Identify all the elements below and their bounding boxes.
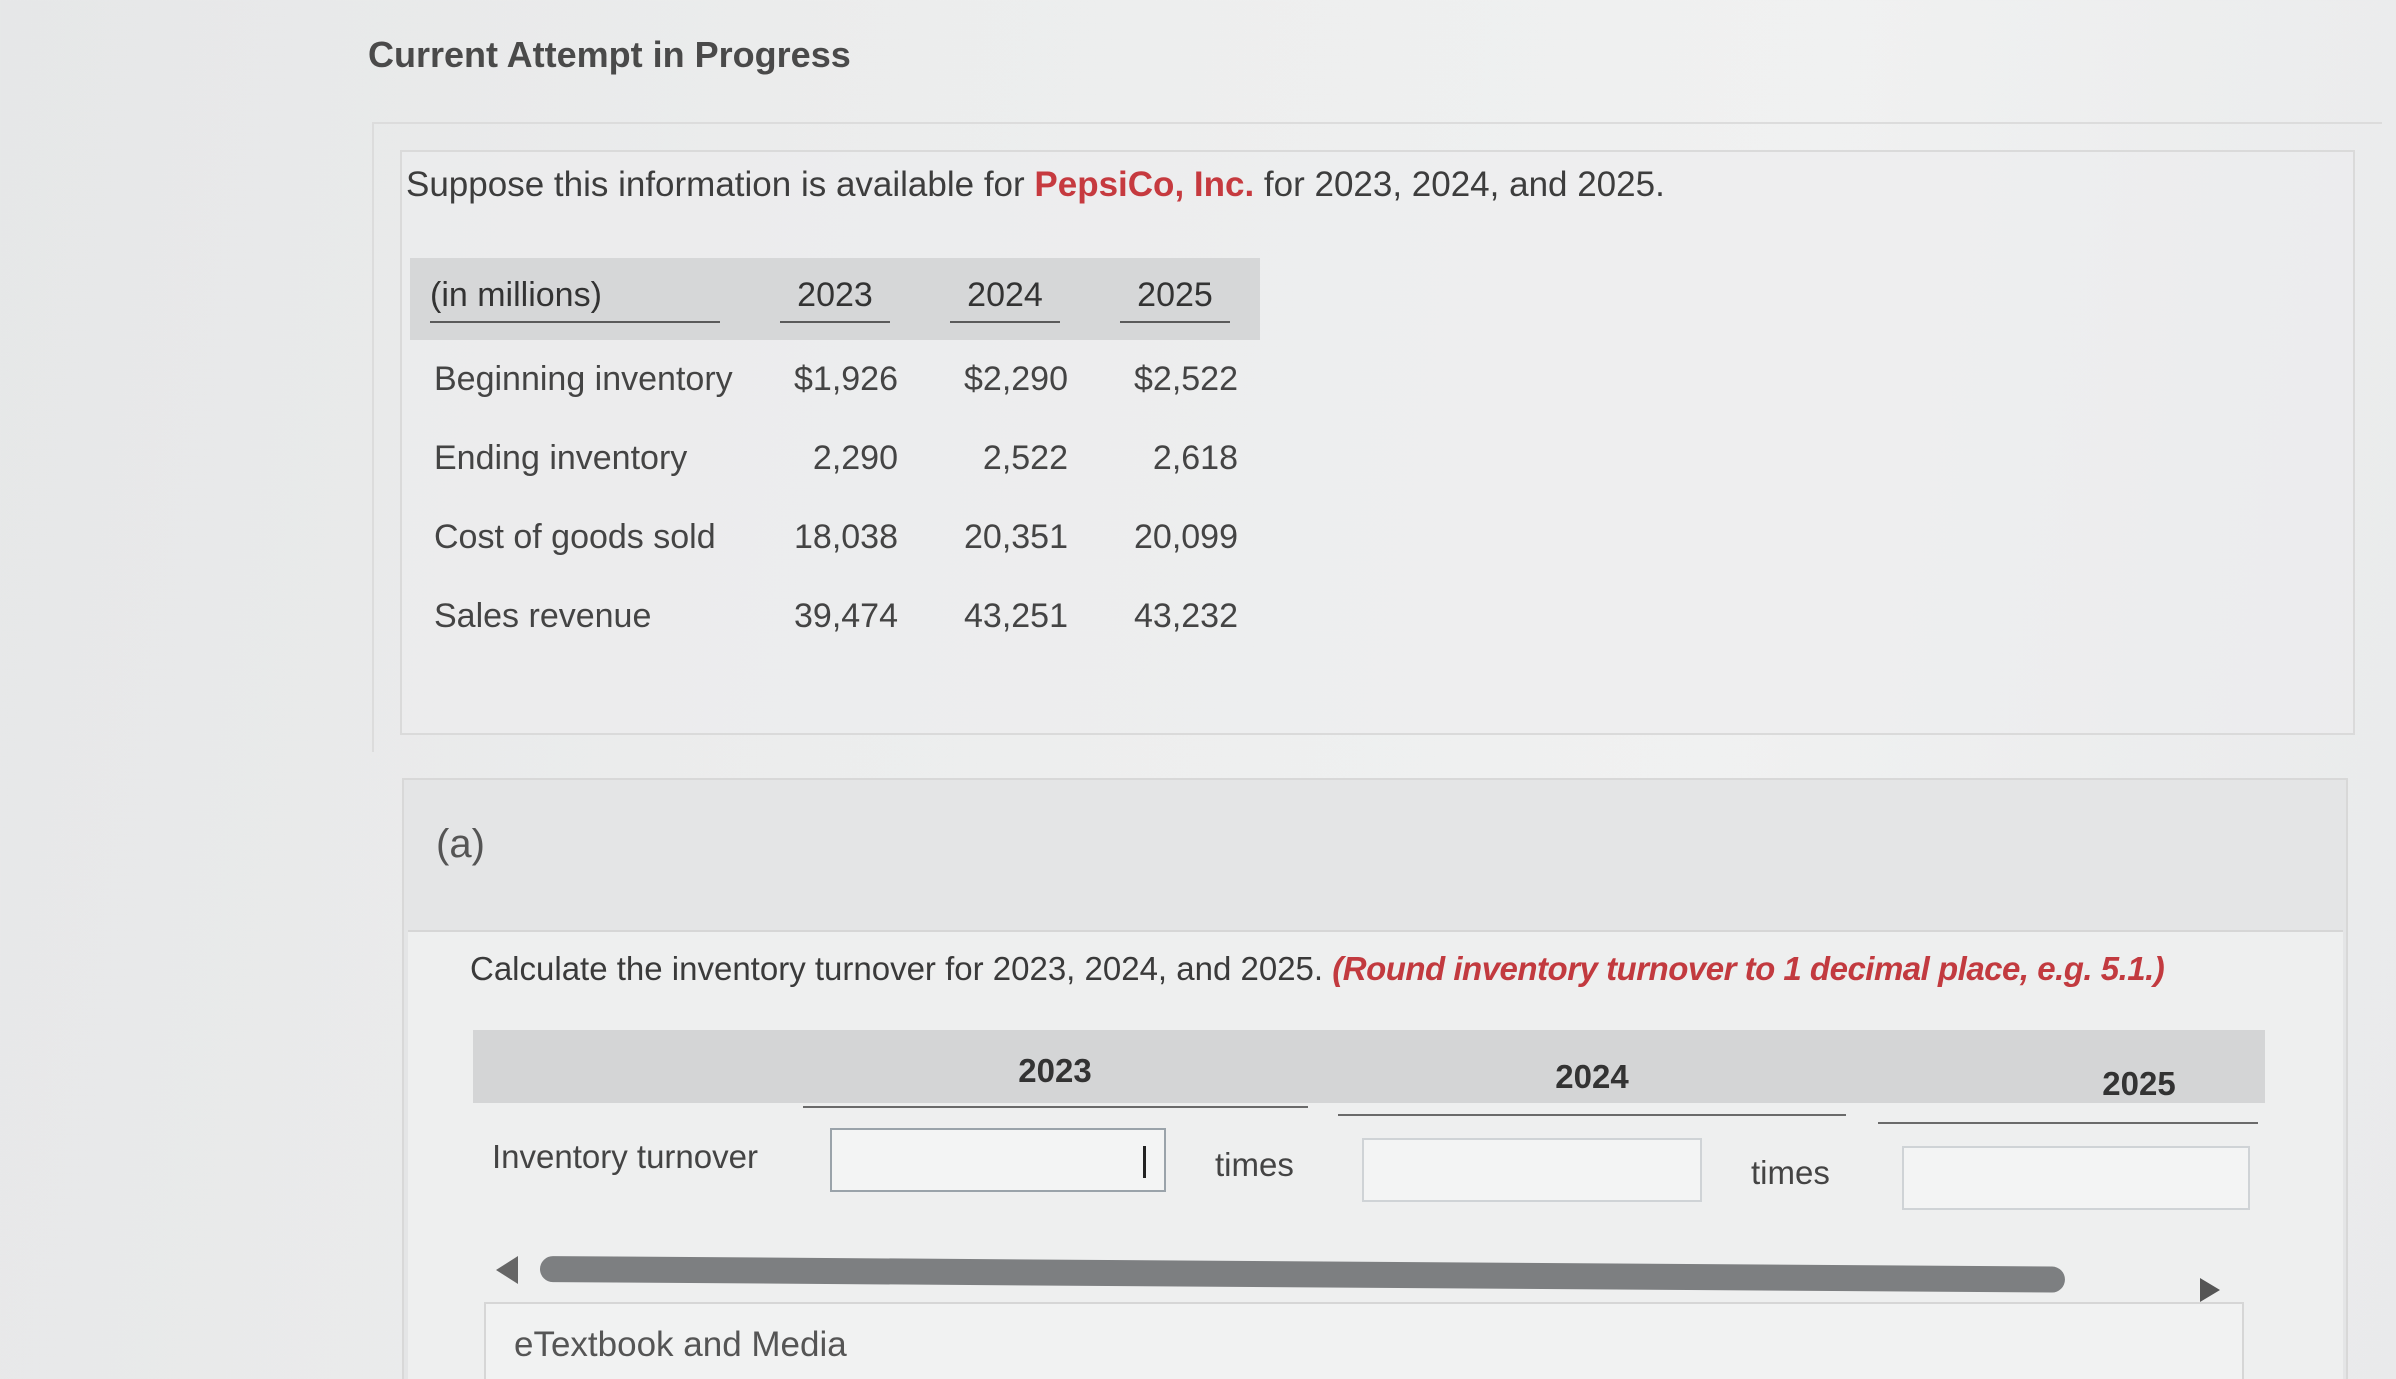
table-header-row: (in millions) 2023 2024 2025: [410, 258, 1260, 340]
table-cell: 43,251: [964, 597, 1068, 635]
table-cell: 43,232: [1134, 597, 1238, 635]
attempt-status-title: Current Attempt in Progress: [368, 34, 851, 75]
intro-text: Suppose this information is available fo…: [406, 165, 1665, 205]
row-label: Beginning inventory: [434, 360, 733, 398]
turnover-2025-input[interactable]: [1902, 1146, 2250, 1210]
part-label: (a): [436, 822, 485, 866]
table-cell: 2,290: [812, 439, 898, 477]
turnover-2024-input[interactable]: [1362, 1138, 1702, 1202]
unit-times-2023: times: [1215, 1146, 1294, 1183]
table-cell: 20,351: [964, 518, 1068, 556]
answer-grid-header: [473, 1030, 2265, 1103]
answer-year-2025: 2025: [2102, 1065, 2176, 1102]
unit-times-2024: times: [1751, 1154, 1830, 1191]
table-row: Sales revenue 39,474 43,251 43,232: [410, 577, 1260, 656]
row-label: Sales revenue: [434, 597, 652, 635]
triangle-left-icon[interactable]: [496, 1256, 518, 1284]
column-underline: [1878, 1122, 2258, 1124]
table-cell: $1,926: [794, 360, 898, 398]
row-label: Cost of goods sold: [434, 518, 716, 556]
rounding-hint: (Round inventory turnover to 1 decimal p…: [1332, 950, 2165, 987]
unit-header: (in millions): [410, 258, 750, 340]
table-cell: 2,522: [982, 439, 1068, 477]
inventory-turnover-label: Inventory turnover: [492, 1138, 758, 1175]
intro-prefix: Suppose this information is available fo…: [406, 165, 1035, 204]
year-header-2025: 2025: [1090, 258, 1260, 340]
table-cell: $2,522: [1134, 360, 1238, 398]
table-cell: $2,290: [964, 360, 1068, 398]
text-cursor: [1143, 1146, 1146, 1178]
year-header-2023: 2023: [750, 258, 920, 340]
row-label: Ending inventory: [434, 439, 688, 477]
question-prompt: Calculate the inventory turnover for 202…: [470, 950, 1333, 987]
inventory-data-table: (in millions) 2023 2024 2025 Beginning i…: [410, 258, 1260, 656]
table-cell: 2,618: [1152, 439, 1238, 477]
answer-year-2023: 2023: [1018, 1052, 1092, 1089]
question-text: Calculate the inventory turnover for 202…: [470, 950, 2165, 988]
column-underline: [1338, 1114, 1846, 1116]
triangle-right-icon[interactable]: [2200, 1278, 2220, 1302]
turnover-2023-input[interactable]: [830, 1128, 1166, 1192]
etextbook-and-media-link[interactable]: eTextbook and Media: [514, 1325, 847, 1364]
intro-suffix: for 2023, 2024, and 2025.: [1254, 165, 1665, 204]
year-header-2024: 2024: [920, 258, 1090, 340]
table-row: Ending inventory 2,290 2,522 2,618: [410, 419, 1260, 498]
company-name: PepsiCo, Inc.: [1034, 165, 1255, 204]
table-cell: 20,099: [1134, 518, 1238, 556]
etextbook-and-media-panel[interactable]: [484, 1302, 2244, 1379]
table-cell: 39,474: [794, 597, 898, 635]
question-card: [372, 122, 2382, 752]
table-cell: 18,038: [794, 518, 898, 556]
column-underline: [803, 1106, 1308, 1108]
answer-year-2024: 2024: [1555, 1058, 1629, 1095]
table-row: Beginning inventory $1,926 $2,290 $2,522: [410, 340, 1260, 419]
table-row: Cost of goods sold 18,038 20,351 20,099: [410, 498, 1260, 577]
info-panel: [400, 150, 2355, 735]
